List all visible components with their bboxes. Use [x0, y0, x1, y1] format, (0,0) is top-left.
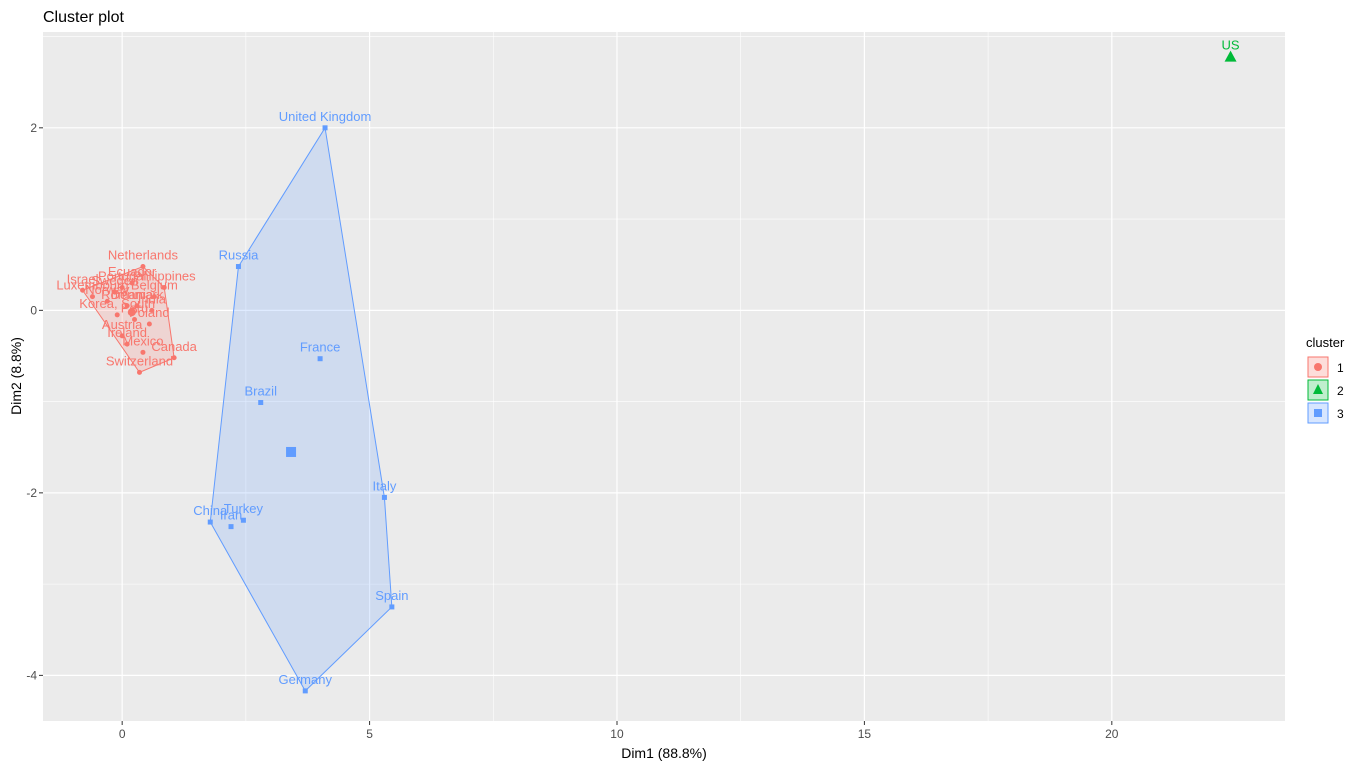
point-United Kingdom [322, 125, 328, 131]
point-label: Mexico [122, 333, 163, 348]
point-Germany [302, 688, 308, 694]
legend-title: cluster [1306, 335, 1345, 350]
point-label: Poland [129, 305, 169, 320]
point-Russia [235, 264, 241, 270]
point-Spain [389, 604, 395, 610]
data-points [80, 50, 1237, 694]
point-France [317, 356, 323, 362]
x-tick-label: 15 [858, 727, 872, 741]
x-tick-label: 20 [1105, 727, 1119, 741]
legend-symbol-2 [1313, 384, 1323, 394]
point-label: Ecuador [108, 264, 157, 279]
point-Switzerland [136, 369, 142, 375]
point-Netherlands [140, 264, 146, 270]
point-label: Peru [121, 300, 148, 315]
point-label: Spain [375, 588, 408, 603]
legend-label-2: 2 [1337, 384, 1344, 398]
point-label: Portugal [98, 269, 147, 284]
point-Norway [104, 298, 110, 304]
point-label: Iran [220, 508, 242, 523]
point-Austria [119, 333, 125, 339]
point-Sweden [112, 289, 118, 295]
point-India [149, 307, 155, 313]
point-label: Luxembourg [56, 278, 128, 293]
x-tick-label: 10 [610, 727, 624, 741]
point-Israel [80, 287, 86, 293]
y-tick-label: -4 [26, 668, 37, 682]
point-label: Sweden [91, 273, 138, 288]
point-US [1224, 50, 1237, 62]
point-China [207, 519, 213, 525]
point-Mexico [140, 349, 146, 355]
point-label: Romania [101, 287, 154, 302]
point-label: Italy [373, 478, 397, 493]
y-tick-label: 0 [30, 303, 37, 317]
point-label: Austria [102, 317, 143, 332]
y-tick-label: 2 [30, 121, 37, 135]
point-label: Israel [67, 271, 99, 286]
cluster-1-hull [81, 265, 175, 374]
point-Belgium [151, 294, 157, 300]
point-label: Korea, South [79, 296, 155, 311]
point-label: Germany [279, 672, 333, 687]
chart-title: Cluster plot [43, 9, 124, 26]
point-Philippines [161, 285, 167, 291]
point-Iran [228, 524, 234, 530]
x-tick-label: 5 [366, 727, 373, 741]
cluster-3-center [286, 446, 297, 457]
point-Ireland [124, 341, 130, 347]
point-Luxembourg [89, 294, 95, 300]
point-Brazil [258, 400, 264, 406]
point-label: Philippines [133, 269, 196, 284]
point-Peru [132, 316, 138, 322]
point-Poland [146, 321, 152, 327]
point-Turkey [240, 517, 246, 523]
point-Italy [381, 494, 387, 500]
point-Canada [171, 355, 177, 361]
point-label: US [1222, 38, 1240, 53]
point-Denmark [134, 303, 140, 309]
x-axis-label: Dim1 (88.8%) [621, 745, 707, 761]
point-Portugal [119, 285, 125, 291]
point-Korea, South [114, 312, 120, 318]
legend-label-3: 3 [1337, 407, 1344, 421]
point-label: Netherlands [108, 248, 179, 263]
point-label: China [193, 503, 228, 518]
point-label: Ireland [107, 325, 147, 340]
plot-panel [43, 32, 1285, 721]
point-label: Belgium [131, 278, 178, 293]
legend-symbol-3 [1314, 409, 1322, 417]
y-tick-label: -2 [26, 486, 37, 500]
legend-label-1: 1 [1337, 361, 1344, 375]
point-Romania [124, 303, 130, 309]
point-label: France [300, 340, 340, 355]
point-label: United Kingdom [279, 109, 372, 124]
point-label: Russia [219, 248, 260, 263]
point-label: Denmark [111, 287, 164, 302]
axis-ticks: 0 5 10 15 20 -4 -2 0 2 [26, 121, 1118, 741]
point-label: Brazil [244, 384, 277, 399]
point-label: India [138, 291, 167, 306]
legend: cluster 1 2 3 [1306, 335, 1345, 424]
point-label: Canada [151, 339, 197, 354]
grid-lines [43, 32, 1285, 721]
cluster-1-center [127, 308, 136, 317]
y-axis-label: Dim2 (8.8%) [8, 337, 24, 415]
x-tick-label: 0 [119, 727, 126, 741]
point-Ecuador [129, 280, 135, 286]
point-label: Norway [85, 282, 130, 297]
legend-symbol-1 [1314, 363, 1322, 371]
point-label: Switzerland [106, 353, 173, 368]
point-label: Turkey [224, 501, 264, 516]
